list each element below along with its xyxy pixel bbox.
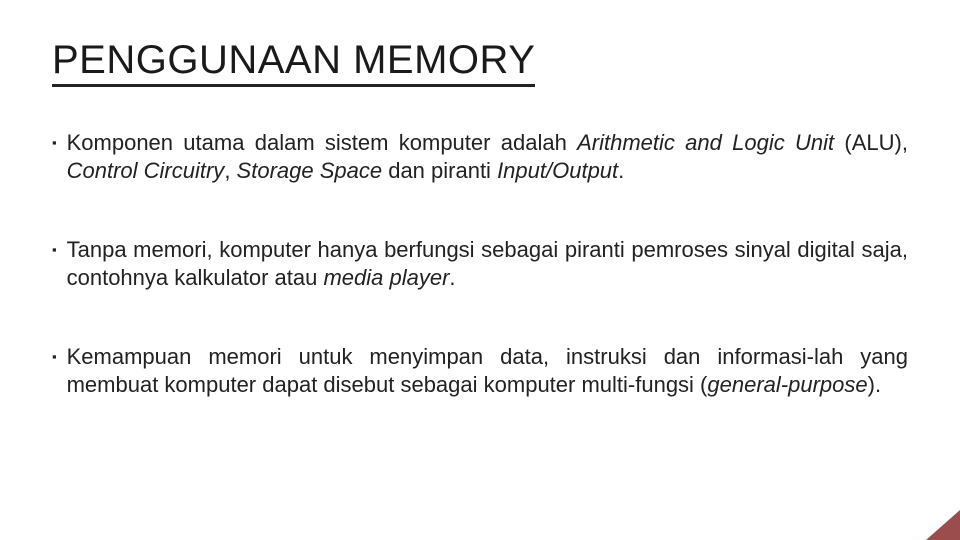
corner-decoration [926, 510, 960, 540]
bullet-list: ▪ Komponen utama dalam sistem komputer ad… [52, 129, 908, 398]
bullet-marker: ▪ [52, 349, 57, 364]
bullet-item: ▪ Tanpa memori, komputer hanya berfungsi … [52, 236, 908, 291]
slide-title: PENGGUNAAN MEMORY [52, 38, 535, 83]
slide: PENGGUNAAN MEMORY ▪ Komponen utama dalam … [0, 0, 960, 540]
bullet-item: ▪ Kemampuan memori untuk menyimpan data, … [52, 343, 908, 398]
bullet-marker: ▪ [52, 242, 57, 257]
bullet-text: Komponen utama dalam sistem komputer ada… [67, 129, 908, 184]
title-block: PENGGUNAAN MEMORY [52, 38, 535, 83]
bullet-text: Tanpa memori, komputer hanya berfungsi s… [67, 236, 908, 291]
title-underline [52, 84, 535, 87]
bullet-text: Kemampuan memori untuk menyimpan data, i… [67, 343, 908, 398]
bullet-marker: ▪ [52, 135, 57, 150]
bullet-item: ▪ Komponen utama dalam sistem komputer ad… [52, 129, 908, 184]
